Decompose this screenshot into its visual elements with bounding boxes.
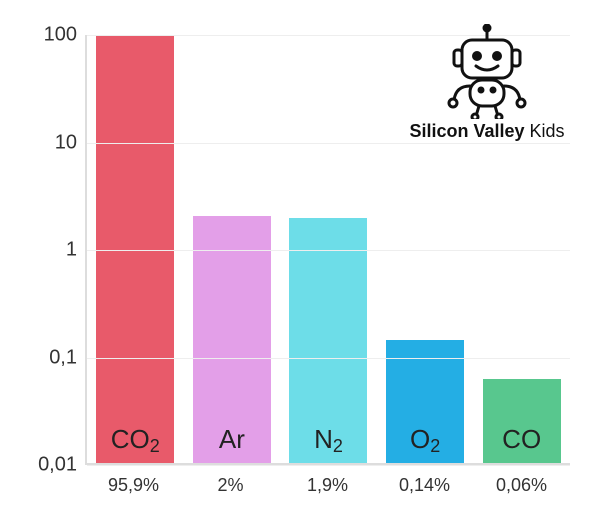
percent-label: 2%: [192, 467, 270, 496]
brand-bold: Silicon Valley: [409, 121, 524, 141]
y-tick-label: 0,01: [38, 454, 77, 477]
grid-line: [87, 358, 570, 359]
y-tick-label: 100: [44, 24, 77, 47]
grid-line: [87, 143, 570, 144]
bar-label: N2: [314, 424, 343, 455]
bar-ar: Ar: [193, 216, 271, 463]
bar-slot: CO2: [96, 35, 174, 463]
percent-label: 95,9%: [95, 467, 173, 496]
bar-label: CO: [502, 424, 541, 455]
robot-icon: [432, 24, 542, 119]
percent-label: 1,9%: [289, 467, 367, 496]
percent-label: 0,14%: [386, 467, 464, 496]
grid-line: [87, 465, 570, 466]
y-axis: 1001010,10,01: [30, 35, 85, 465]
bar-slot: Ar: [193, 35, 271, 463]
bar-label: CO2: [111, 424, 160, 455]
percent-label: 0,06%: [483, 467, 561, 496]
brand-logo: Silicon Valley Kids: [397, 24, 577, 142]
grid-line: [87, 250, 570, 251]
bar-label: Ar: [219, 424, 245, 455]
y-tick-label: 10: [55, 131, 77, 154]
bar-slot: N2: [289, 35, 367, 463]
y-tick-label: 0,1: [49, 346, 77, 369]
bar-co2: CO2: [96, 35, 174, 463]
y-tick-label: 1: [66, 239, 77, 262]
bar-n2: N2: [289, 218, 367, 463]
percent-row: 95,9% 2% 1,9% 0,14% 0,06%: [85, 467, 570, 496]
bar-co: CO: [483, 379, 561, 463]
brand-text: Silicon Valley Kids: [397, 121, 577, 142]
brand-light: Kids: [525, 121, 565, 141]
bar-label: O2: [410, 424, 440, 455]
